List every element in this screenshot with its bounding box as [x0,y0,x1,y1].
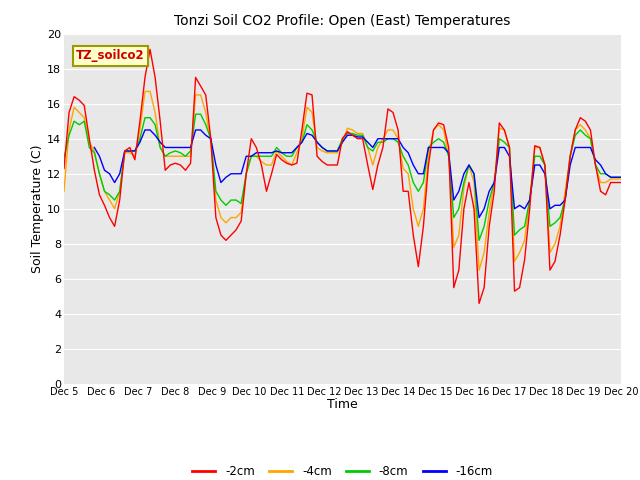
Legend: -2cm, -4cm, -8cm, -16cm: -2cm, -4cm, -8cm, -16cm [187,461,498,480]
Text: TZ_soilco2: TZ_soilco2 [76,49,145,62]
Title: Tonzi Soil CO2 Profile: Open (East) Temperatures: Tonzi Soil CO2 Profile: Open (East) Temp… [174,14,511,28]
Y-axis label: Soil Temperature (C): Soil Temperature (C) [31,144,44,273]
X-axis label: Time: Time [327,398,358,411]
